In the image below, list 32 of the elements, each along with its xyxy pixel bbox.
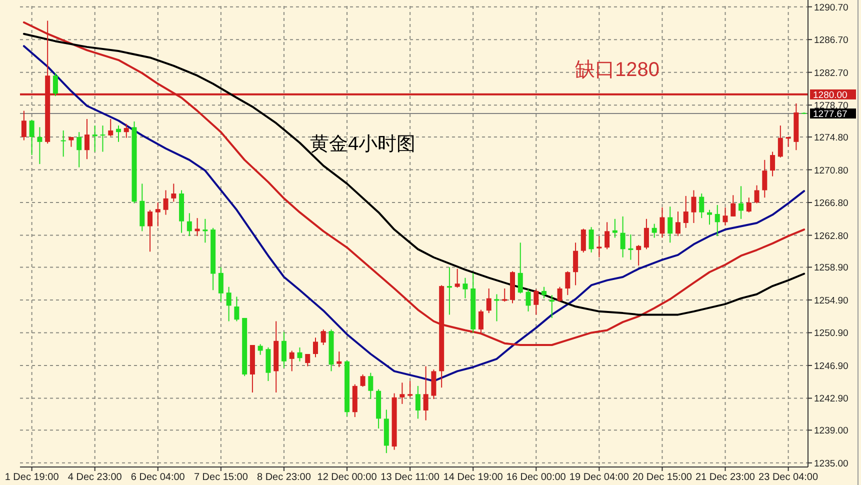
y-tick-label: 1250.90 bbox=[814, 328, 848, 340]
x-tick-label: 8 Dec 23:00 bbox=[257, 472, 312, 483]
y-tick-label: 1266.80 bbox=[814, 198, 848, 210]
y-tick-label: 1258.90 bbox=[814, 262, 848, 274]
y-tick-label: 1274.80 bbox=[814, 132, 848, 144]
y-tick-label: 1270.80 bbox=[814, 165, 848, 176]
text: 黄金4小时图 bbox=[310, 134, 416, 155]
y-tick-label: 1286.70 bbox=[814, 35, 848, 46]
annotation: 缺口1280 bbox=[575, 59, 660, 81]
y-tick-label: 1235.00 bbox=[814, 458, 848, 470]
x-tick-label: 19 Dec 04:00 bbox=[569, 472, 630, 483]
y-tick-label: 1282.70 bbox=[814, 68, 848, 79]
x-tick-label: 13 Dec 11:00 bbox=[380, 472, 440, 483]
line-series bbox=[22, 45, 806, 382]
x-tick-label: 1 Dec 19:00 bbox=[4, 472, 60, 483]
x-tick-label: 21 Dec 23:00 bbox=[696, 472, 756, 483]
x-tick-label: 4 Dec 23:00 bbox=[68, 472, 122, 483]
y-tick-label: 1262.80 bbox=[814, 230, 848, 242]
y-tick-label: 1246.90 bbox=[814, 360, 848, 372]
y-tick-label: 1254.90 bbox=[814, 295, 848, 306]
x-tick-label: 14 Dec 19:00 bbox=[443, 472, 504, 483]
x-tick-label: 7 Dec 15:00 bbox=[194, 472, 248, 483]
x-tick-label: 23 Dec 04:00 bbox=[758, 472, 818, 483]
x-tick-label: 6 Dec 04:00 bbox=[130, 472, 186, 483]
ref-line-label: 1277.67 bbox=[813, 109, 848, 120]
ref-line-label: 1280.00 bbox=[813, 90, 848, 101]
y-tick-label: 1242.90 bbox=[814, 394, 848, 405]
y-tick-label: 1290.70 bbox=[814, 2, 848, 14]
x-tick-label: 12 Dec 00:00 bbox=[317, 472, 378, 483]
x-tick-label: 16 Dec 00:00 bbox=[506, 472, 566, 483]
x-tick-label: 20 Dec 15:00 bbox=[632, 472, 692, 483]
y-tick-label: 1239.00 bbox=[814, 426, 848, 437]
